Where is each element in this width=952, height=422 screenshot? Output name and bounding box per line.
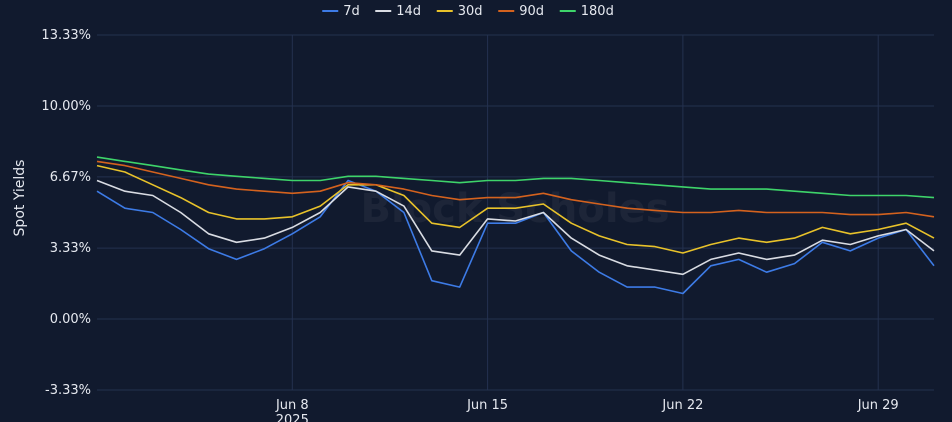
- legend-item-90d[interactable]: 90d: [519, 4, 544, 19]
- legend-item-180d[interactable]: 180d: [581, 4, 614, 19]
- series-line-180d: [96, 156, 935, 199]
- legend-item-7d[interactable]: 7d: [343, 4, 360, 19]
- y-tick-label: -3.33%: [45, 383, 91, 398]
- y-tick-label: 0.00%: [50, 312, 91, 327]
- legend-item-30d[interactable]: 30d: [458, 4, 483, 19]
- series-line-7d: [96, 179, 935, 295]
- x-tick-label: Jun 22: [661, 398, 703, 413]
- x-tick-label: Jun 8: [275, 398, 309, 413]
- series-lines: [96, 156, 935, 295]
- y-axis-label: Spot Yields: [12, 160, 28, 237]
- y-tick-label: 6.67%: [50, 170, 91, 185]
- x-tick-sublabel: 2025: [276, 413, 309, 422]
- y-axis-ticks: 13.33% 10.00% 6.67% 3.33% 0.00% -3.33%: [41, 28, 91, 398]
- x-tick-label: Jun 15: [466, 398, 508, 413]
- legend-item-14d[interactable]: 14d: [396, 4, 421, 19]
- series-line-30d: [96, 164, 935, 254]
- y-tick-label: 13.33%: [41, 28, 91, 43]
- series-line-14d: [96, 179, 935, 276]
- series-line-90d: [96, 160, 935, 218]
- legend: 7d 14d 30d 90d 180d: [322, 4, 614, 19]
- x-tick-label: Jun 29: [857, 398, 899, 413]
- y-tick-label: 3.33%: [50, 241, 91, 256]
- y-tick-label: 10.00%: [41, 99, 91, 114]
